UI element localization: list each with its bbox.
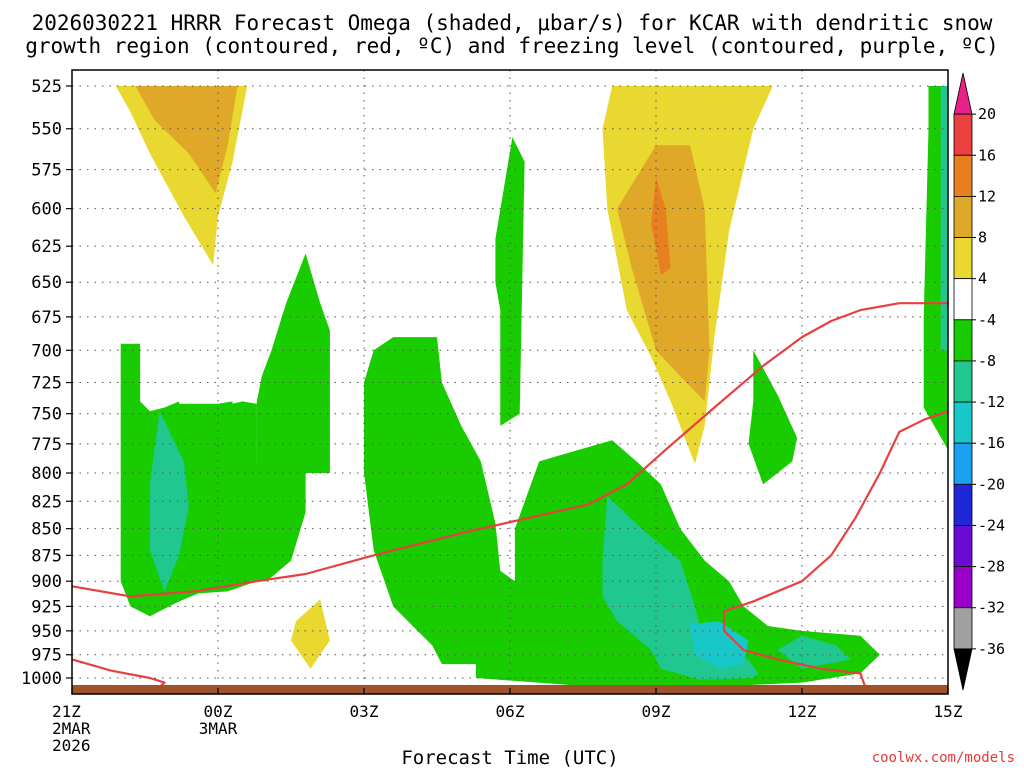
x-tick-label-0-2: 2026 — [52, 736, 91, 755]
x-tick-label-3-1: 3MAR — [199, 719, 238, 738]
colorbar-label-2: -28 — [978, 558, 1005, 576]
y-tick-label-650: 650 — [31, 273, 62, 293]
y-tick-label-775: 775 — [31, 435, 62, 455]
y-tick-label-525: 525 — [31, 77, 62, 97]
y-tick-label-875: 875 — [31, 546, 62, 566]
colorbar-swatch-7 — [953, 360, 973, 403]
omega-region-green-4 — [256, 253, 330, 582]
y-tick-label-975: 975 — [31, 646, 62, 666]
colorbar-swatch-9 — [953, 278, 973, 321]
colorbar-label-1: -32 — [978, 599, 1005, 617]
omega-region-orange-1 — [135, 86, 238, 194]
colorbar-swatch-1 — [953, 607, 973, 650]
x-tick-label-6-0: 03Z — [350, 702, 379, 721]
dgz-contour-0 — [71, 302, 948, 598]
colorbar-label-12: 16 — [978, 146, 996, 164]
colorbar-label-4: -20 — [978, 475, 1005, 493]
colorbar-label-9: 4 — [978, 270, 987, 288]
omega-shading — [115, 86, 948, 688]
y-tick-label-575: 575 — [31, 161, 62, 181]
y-tick-label-550: 550 — [31, 120, 62, 140]
y-tick-label-600: 600 — [31, 200, 62, 220]
omega-region-dark_orange-13 — [651, 177, 671, 276]
dgz-contour-1 — [71, 658, 166, 688]
x-tick-label-0-0: 21Z — [52, 702, 81, 721]
colorbar-swatch-10 — [953, 237, 973, 280]
chart-title-line-1: 2026030221 HRRR Forecast Omega (shaded, … — [32, 11, 993, 35]
omega-region-yellow-2 — [291, 599, 330, 669]
x-tick-label-18-0: 15Z — [934, 702, 963, 721]
colorbar-label-8: -4 — [978, 311, 996, 329]
y-tick-label-675: 675 — [31, 308, 62, 328]
colorbar-swatch-8 — [953, 319, 973, 362]
x-tick-label-0-1: 2MAR — [52, 719, 91, 738]
omega-region-cyan-9 — [690, 621, 749, 669]
colorbar-cap-bottom — [953, 648, 973, 691]
omega-region-teal-16 — [940, 86, 948, 351]
omega-region-teal-10 — [777, 635, 851, 669]
colorbar-label-10: 8 — [978, 229, 987, 247]
colorbar-label-6: -12 — [978, 393, 1005, 411]
colorbar-swatch-4 — [953, 483, 973, 526]
y-tick-label-725: 725 — [31, 374, 62, 394]
colorbar-swatch-2 — [953, 566, 973, 609]
plot-area — [71, 69, 949, 695]
pressure-axis: 525 550 575 600 625 650 675 700 725 750 775 800 825 8… — [21, 77, 72, 689]
y-tick-label-1000: 1000 — [21, 669, 62, 689]
colorbar: -36 -32 -28 -24 -20 -16 -12 -8 -4 4 8 12 16 20 — [953, 72, 1005, 691]
colorbar-swatch-6 — [953, 401, 973, 444]
site-credit: coolwx.com/models — [872, 750, 1015, 766]
y-tick-label-850: 850 — [31, 520, 62, 540]
y-tick-label-625: 625 — [31, 237, 62, 257]
y-tick-label-750: 750 — [31, 405, 62, 425]
colorbar-label-0: -36 — [978, 640, 1005, 658]
colorbar-cap-top — [953, 72, 973, 115]
y-tick-label-925: 925 — [31, 597, 62, 617]
colorbar-swatch-5 — [953, 442, 973, 485]
colorbar-swatch-3 — [953, 525, 973, 568]
colorbar-label-3: -24 — [978, 516, 1005, 534]
colorbar-swatch-12 — [953, 154, 973, 197]
colorbar-swatch-13 — [953, 113, 973, 156]
y-tick-label-950: 950 — [31, 622, 62, 642]
x-tick-label-12-0: 09Z — [642, 702, 671, 721]
omega-region-green-14 — [748, 350, 798, 485]
omega-region-teal-5 — [149, 411, 189, 592]
omega-region-teal-8 — [602, 495, 759, 680]
colorbar-label-7: -8 — [978, 352, 996, 370]
omega-region-orange-12 — [617, 145, 710, 402]
x-tick-label-9-0: 06Z — [496, 702, 525, 721]
y-tick-label-700: 700 — [31, 341, 62, 361]
x-tick-label-3-0: 00Z — [204, 702, 233, 721]
y-tick-label-800: 800 — [31, 464, 62, 484]
dgz-contour-2 — [722, 410, 949, 688]
x-axis-title: Forecast Time (UTC) — [401, 747, 618, 768]
contour-lines — [71, 302, 949, 688]
y-tick-label-900: 900 — [31, 572, 62, 592]
colorbar-label-5: -16 — [978, 434, 1005, 452]
colorbar-swatch-11 — [953, 195, 973, 238]
y-tick-label-825: 825 — [31, 492, 62, 512]
chart-title-line-2: growth region (contoured, red, ºC) and f… — [25, 34, 999, 58]
colorbar-label-11: 12 — [978, 187, 996, 205]
x-tick-label-15-0: 12Z — [788, 702, 817, 721]
colorbar-label-13: 20 — [978, 105, 996, 123]
